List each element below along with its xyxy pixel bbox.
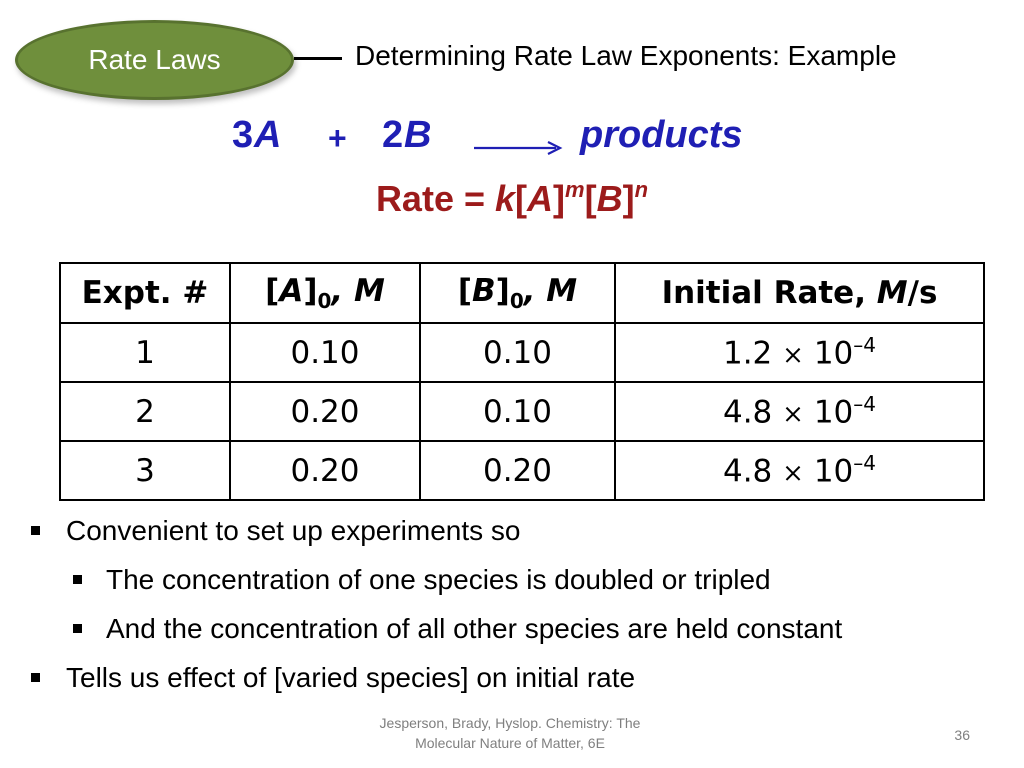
equation-coefficient-a: 3 [232, 114, 254, 156]
rate-law-prefix: Rate = [375, 178, 485, 219]
header-species-b: B [472, 272, 496, 309]
cell-conc-b: 0.20 [419, 440, 616, 501]
table-row: 1 0.10 0.10 1.2 × 10–4 [59, 322, 985, 383]
equation-plus: + [328, 120, 347, 156]
header-subscript: 0 [509, 289, 524, 314]
rate-law-species-a: A [527, 178, 554, 219]
rate-base: 10 [813, 394, 854, 431]
rate-constant: k [495, 178, 516, 219]
header-rate-label: Initial Rate, [661, 275, 877, 311]
bullet-item-level-2: And the concentration of all other speci… [73, 613, 843, 645]
cell-conc-a: 0.20 [229, 440, 421, 501]
slide-title: Determining Rate Law Exponents: Example [355, 40, 897, 71]
rate-data-table: Expt. # [A]0, M [B]0, M Initial Rate, M/… [59, 262, 985, 501]
header-expt: Expt. # [59, 262, 231, 324]
rate-mantissa: 4.8 [722, 453, 773, 490]
table-header-row: Expt. # [A]0, M [B]0, M Initial Rate, M/… [59, 262, 985, 324]
equation-coefficient-b: 2 [382, 114, 404, 156]
slide-number: 36 [954, 727, 970, 743]
cell-expt: 2 [59, 381, 231, 442]
header-initial-rate: Initial Rate, M/s [614, 262, 985, 324]
rate-law-bracket: [ [584, 178, 597, 219]
exponent-n: n [634, 177, 649, 202]
rate-law-bracket: ] [622, 178, 635, 219]
equation-species-a: A [254, 114, 282, 156]
bullet-item-level-1: Tells us effect of [varied species] on i… [31, 662, 636, 694]
header-conc-a: [A]0, M [229, 262, 421, 324]
cell-expt: 3 [59, 440, 231, 501]
bullet-text: Tells us effect of [varied species] on i… [66, 662, 636, 693]
cell-initial-rate: 1.2 × 10–4 [614, 322, 985, 383]
cell-conc-b: 0.10 [419, 322, 616, 383]
square-bullet-icon [73, 575, 82, 584]
cell-conc-b: 0.10 [419, 381, 616, 442]
cell-initial-rate: 4.8 × 10–4 [614, 381, 985, 442]
footer-source-line: Molecular Nature of Matter, 6E [415, 735, 605, 751]
header-subscript: 0 [317, 289, 332, 314]
rate-law-bracket: [ [515, 178, 528, 219]
header-species-a: A [279, 272, 304, 309]
bullet-text: The concentration of one species is doub… [106, 564, 771, 595]
reaction-equation: 3 A + 2 B products [232, 114, 792, 166]
rate-law: Rate = k[A]m[B]n [0, 177, 1024, 220]
footer-source: Jesperson, Brady, Hyslop. Chemistry: The… [350, 713, 670, 753]
cell-conc-a: 0.10 [229, 322, 421, 383]
reaction-arrow-icon [474, 141, 563, 155]
footer-source-line: Jesperson, Brady, Hyslop. Chemistry: The [379, 715, 641, 731]
rate-exponent: –4 [853, 333, 876, 358]
times-sign: × [782, 458, 804, 489]
exponent-m: m [565, 177, 585, 202]
cell-initial-rate: 4.8 × 10–4 [614, 440, 985, 501]
bullet-item-level-1: Convenient to set up experiments so [31, 515, 521, 547]
header-unit: , M [523, 272, 578, 309]
header-bracket: [ [457, 272, 472, 309]
rate-base: 10 [813, 453, 854, 490]
cell-expt: 1 [59, 322, 231, 383]
rate-law-species-b: B [596, 178, 623, 219]
square-bullet-icon [73, 624, 82, 633]
rate-mantissa: 1.2 [722, 335, 773, 372]
table-row: 3 0.20 0.20 4.8 × 10–4 [59, 440, 985, 501]
times-sign: × [782, 399, 804, 430]
header-rate-unit-s: /s [907, 275, 938, 311]
section-label: Rate Laws [88, 44, 221, 75]
equation-species-b: B [404, 114, 432, 156]
header-conc-b: [B]0, M [419, 262, 616, 324]
rate-base: 10 [813, 335, 854, 372]
times-sign: × [782, 340, 804, 371]
header-expt-label: Expt. # [81, 275, 209, 311]
square-bullet-icon [31, 673, 40, 682]
header-rate-unit-m: M [876, 275, 908, 311]
header-unit: , M [331, 272, 385, 309]
rate-mantissa: 4.8 [722, 394, 773, 431]
rate-law-bracket: ] [553, 178, 566, 219]
rate-exponent: –4 [853, 451, 876, 476]
section-label-oval: Rate Laws [15, 20, 294, 100]
square-bullet-icon [31, 526, 40, 535]
header-bracket: [ [265, 272, 280, 309]
rate-exponent: –4 [853, 392, 876, 417]
bullet-text: Convenient to set up experiments so [66, 515, 521, 546]
cell-conc-a: 0.20 [229, 381, 421, 442]
table-row: 2 0.20 0.10 4.8 × 10–4 [59, 381, 985, 442]
bullet-item-level-2: The concentration of one species is doub… [73, 564, 771, 596]
header-bracket: ] [495, 272, 510, 309]
title-connector-line [294, 57, 342, 60]
header-bracket: ] [303, 272, 318, 309]
bullet-text: And the concentration of all other speci… [106, 613, 843, 644]
equation-products: products [580, 114, 743, 156]
